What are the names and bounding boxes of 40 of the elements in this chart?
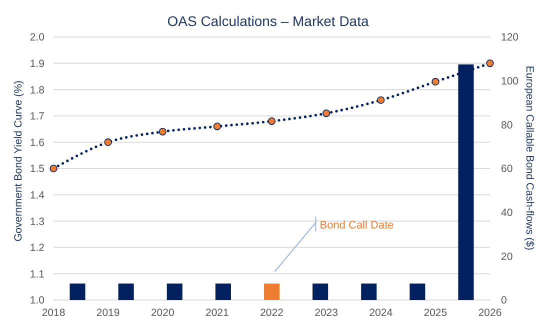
point — [268, 117, 276, 125]
x-tick-label: 2023 — [314, 307, 338, 319]
y-tick-label: 1.3 — [30, 216, 45, 228]
y-tick-label: 1.5 — [30, 163, 45, 176]
y-tick-label: 2.0 — [30, 32, 45, 44]
x-tick-label: 2020 — [150, 307, 174, 319]
y2-axis-title: European Callable Bond Cash-flows ($) — [523, 66, 536, 250]
y2-tick-label: 20 — [501, 250, 513, 263]
x-tick-label: 2018 — [42, 307, 66, 319]
y-tick-label: 1.2 — [30, 242, 45, 254]
annotation: Bond Call Date — [320, 219, 394, 232]
y2-tick-label: 120 — [501, 32, 519, 44]
x-tick-label: 2026 — [478, 307, 502, 319]
x-tick-label: 2024 — [369, 307, 393, 319]
y-tick-label: 1.0 — [30, 294, 45, 307]
y-tick-label: 1.9 — [30, 58, 45, 70]
y-tick-label: 1.6 — [30, 136, 45, 149]
point — [432, 78, 440, 86]
x-tick-label: 2022 — [260, 307, 284, 319]
point — [104, 138, 112, 146]
y-axis-title: Government Bond Yield Curve (%) — [12, 80, 25, 242]
y-tick-label: 1.1 — [30, 268, 45, 280]
y2-tick-label: 80 — [501, 119, 513, 132]
y2-tick-label: 0 — [501, 294, 507, 307]
point — [213, 122, 221, 130]
x-tick-label: 2021 — [206, 307, 230, 319]
y-tick-label: 1.7 — [30, 110, 45, 123]
point — [50, 164, 58, 172]
point — [158, 128, 166, 136]
x-tick-label: 2025 — [424, 307, 448, 319]
point — [322, 109, 330, 118]
point — [486, 60, 494, 68]
x-tick-label: 2019 — [96, 307, 120, 319]
point — [377, 96, 385, 104]
y2-tick-label: 40 — [501, 207, 513, 220]
y-tick-label: 1.8 — [30, 84, 45, 96]
y-tick-label: 1.4 — [30, 189, 45, 202]
y2-tick-label: 100 — [501, 76, 519, 88]
y2-tick-label: 60 — [501, 163, 513, 176]
chart-title: OAS Calculations – Market Data — [167, 13, 369, 29]
